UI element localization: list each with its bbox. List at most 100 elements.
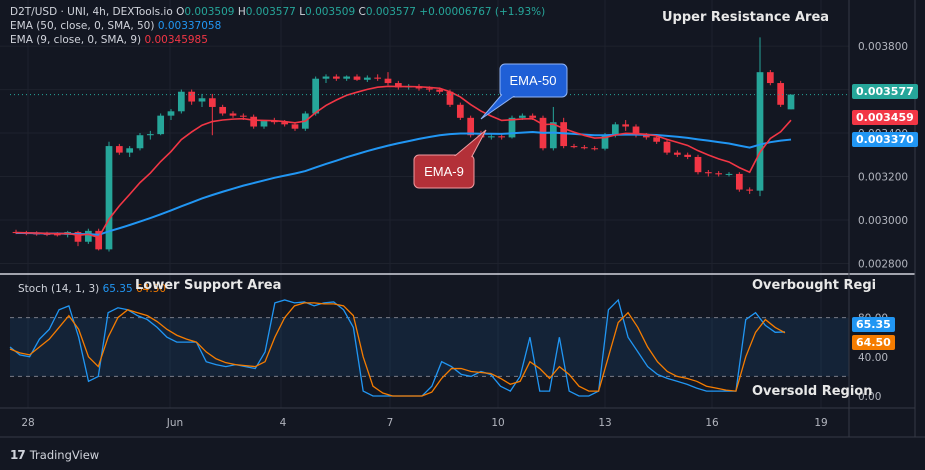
candle-body[interactable] <box>467 117 475 136</box>
stoch-k-legend-value: 65.35 <box>102 283 133 295</box>
candle-body[interactable] <box>198 98 206 102</box>
tradingview-logo-icon: 17 <box>10 448 26 462</box>
ema50-callout[interactable]: EMA-50 <box>480 63 568 120</box>
brand-name: TradingView <box>29 448 100 462</box>
candle-body[interactable] <box>756 72 764 191</box>
candle-body[interactable] <box>126 148 134 153</box>
candle-body[interactable] <box>529 115 537 118</box>
candle-body[interactable] <box>694 156 702 173</box>
candle-body[interactable] <box>663 141 671 153</box>
candle-body[interactable] <box>115 146 123 153</box>
candle-body[interactable] <box>487 136 495 138</box>
candle-body[interactable] <box>456 104 464 118</box>
candle-body[interactable] <box>518 115 526 118</box>
candle-body[interactable] <box>281 122 289 125</box>
candle-body[interactable] <box>777 83 785 105</box>
price-change: +0.00006767 (+1.93%) <box>419 6 546 18</box>
stoch-label: Stoch (14, 1, 3) <box>18 283 100 295</box>
candle-body[interactable] <box>591 148 599 150</box>
ema50-line[interactable] <box>16 130 792 236</box>
ema50-label: EMA (50, close, 0, SMA, 50) <box>10 20 155 32</box>
candle-body[interactable] <box>322 76 330 79</box>
candle-body[interactable] <box>332 76 340 79</box>
candle-body[interactable] <box>425 88 433 90</box>
candle-body[interactable] <box>704 172 712 174</box>
candle-body[interactable] <box>394 83 402 88</box>
candle-body[interactable] <box>353 76 361 80</box>
candle-body[interactable] <box>219 106 227 114</box>
candle-body[interactable] <box>95 230 103 250</box>
ema9-callout-label: EMA-9 <box>424 164 464 179</box>
candle-body[interactable] <box>715 173 723 175</box>
ema50-price-badge: 0.003370 <box>852 132 918 147</box>
candle-body[interactable] <box>642 135 650 138</box>
candle-body[interactable] <box>622 124 630 127</box>
close-label: C <box>358 6 366 18</box>
candle-body[interactable] <box>53 234 61 236</box>
candle-body[interactable] <box>157 115 165 135</box>
candle-body[interactable] <box>766 72 774 84</box>
candle-body[interactable] <box>580 147 588 149</box>
stoch-d-line[interactable] <box>9 302 786 397</box>
candle-body[interactable] <box>229 113 237 116</box>
price-tick-label: 0.002800 <box>858 258 908 270</box>
ema9-value: 0.00345985 <box>144 34 208 46</box>
time-axis[interactable]: 28 Jun 4 7 10 13 16 19 <box>21 417 827 429</box>
ema9-label: EMA (9, close, 0, SMA, 9) <box>10 34 142 46</box>
candle-body[interactable] <box>177 91 185 112</box>
candle-body[interactable] <box>363 77 371 80</box>
candle-body[interactable] <box>384 78 392 84</box>
open-value: 0.003509 <box>184 6 235 18</box>
price-grid <box>0 0 849 408</box>
candle-body[interactable] <box>498 136 506 138</box>
stoch-legend[interactable]: Stoch (14, 1, 3) 65.35 64.50 <box>18 283 166 295</box>
candle-body[interactable] <box>84 230 92 242</box>
candle-body[interactable] <box>508 117 516 138</box>
legend-ema9-row[interactable]: EMA (9, close, 0, SMA, 9) 0.00345985 <box>10 33 545 47</box>
candle-body[interactable] <box>312 78 320 114</box>
candle-body[interactable] <box>746 189 754 191</box>
high-value: 0.003577 <box>245 6 296 18</box>
candle-body[interactable] <box>260 121 268 127</box>
candle-body[interactable] <box>611 124 619 136</box>
footer[interactable]: 17 TradingView <box>10 448 99 462</box>
pair-info: D2T/USD · UNI, 4h, DEXTools.io <box>10 6 173 18</box>
upper-resistance-label: Upper Resistance Area <box>662 10 830 25</box>
overbought-label: Overbought Regi <box>752 278 877 293</box>
candle-body[interactable] <box>549 122 557 149</box>
candle-body[interactable] <box>270 121 278 123</box>
candle-body[interactable] <box>735 173 743 190</box>
time-tick-label: 16 <box>705 417 719 429</box>
candle-body[interactable] <box>446 91 454 105</box>
time-tick-label: 7 <box>387 417 394 429</box>
candle-body[interactable] <box>632 126 640 136</box>
candle-body[interactable] <box>208 98 216 107</box>
candle-body[interactable] <box>725 173 733 175</box>
candle-body[interactable] <box>136 135 144 149</box>
candle-body[interactable] <box>167 111 175 116</box>
ema9-callout[interactable]: EMA-9 <box>413 129 487 189</box>
time-tick-label: 13 <box>598 417 611 429</box>
candle-body[interactable] <box>673 152 681 155</box>
candle-body[interactable] <box>250 116 258 127</box>
stoch-band <box>10 317 849 377</box>
candle-body[interactable] <box>291 124 299 129</box>
candle-body[interactable] <box>343 76 351 79</box>
candle-body[interactable] <box>74 231 82 242</box>
candle-body[interactable] <box>653 137 661 142</box>
candle-body[interactable] <box>787 94 795 110</box>
candle-body[interactable] <box>188 91 196 102</box>
time-tick-label: 4 <box>280 417 287 429</box>
candle-body[interactable] <box>570 146 578 148</box>
candle-body[interactable] <box>684 154 692 157</box>
candle-body[interactable] <box>601 135 609 149</box>
ema9-line[interactable] <box>15 85 792 239</box>
candle-body[interactable] <box>436 89 444 92</box>
candle-body[interactable] <box>374 77 382 79</box>
candle-body[interactable] <box>146 134 154 136</box>
time-tick-label: 10 <box>491 417 504 429</box>
candle-body[interactable] <box>239 115 247 117</box>
candle-body[interactable] <box>105 146 113 250</box>
legend-ema50-row[interactable]: EMA (50, close, 0, SMA, 50) 0.00337058 <box>10 19 545 33</box>
